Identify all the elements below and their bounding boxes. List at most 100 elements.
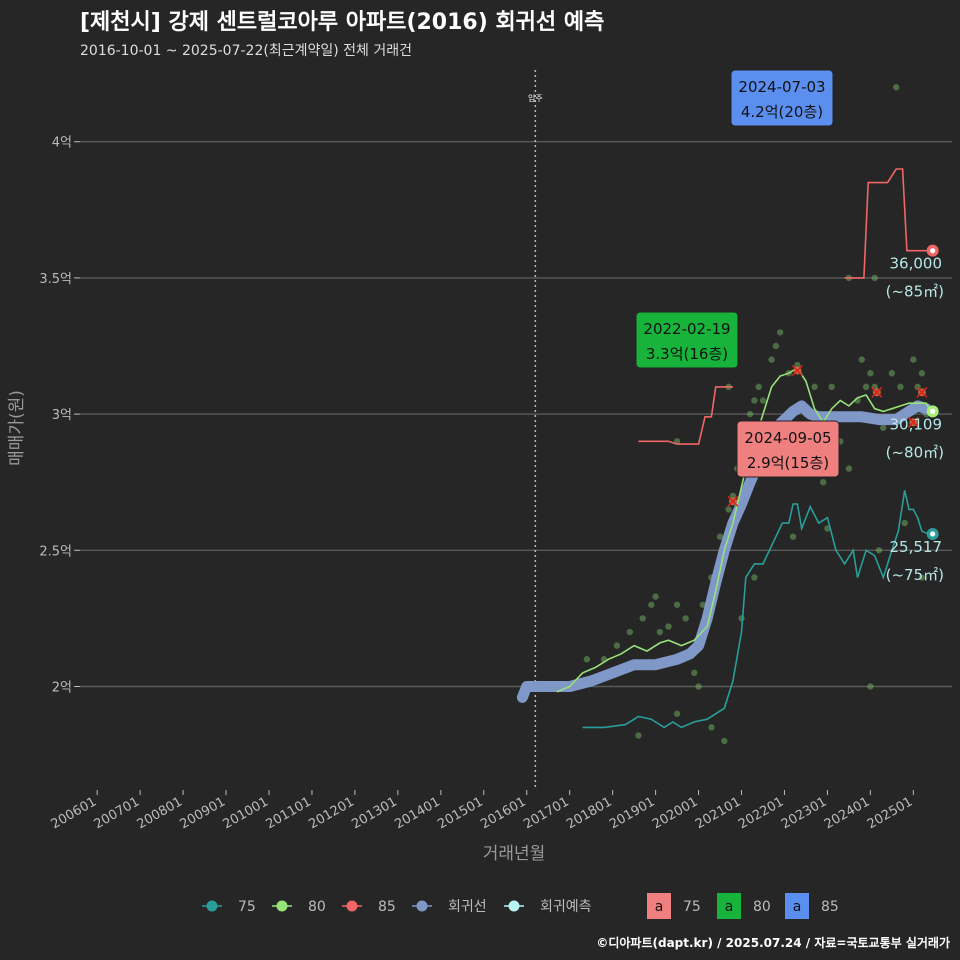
legend-box-label: 85	[821, 899, 839, 915]
scatter-point	[674, 711, 680, 717]
legend-box-75: a 75	[647, 893, 701, 919]
series-lines	[522, 169, 930, 727]
x-tick-label: 201101	[263, 794, 313, 832]
legend-label: 회귀예측	[540, 899, 592, 915]
legend-item-회귀선: 회귀선	[412, 899, 487, 915]
scatter-point	[773, 343, 779, 349]
annotation-date: 2024-07-03	[738, 78, 825, 96]
scatter-point	[768, 356, 774, 362]
scatter-point	[751, 397, 757, 403]
highlight-marker	[792, 366, 802, 376]
scatter-point	[867, 683, 873, 689]
y-axis-title: 매매가(원)	[7, 390, 27, 466]
end-label-value: 30,109	[890, 415, 943, 433]
legend-box-letter: a	[655, 899, 664, 915]
scatter-point	[790, 533, 796, 539]
x-tick-label: 201201	[306, 794, 356, 832]
y-tick-label: 2억	[52, 680, 72, 695]
end-label-area: (~85㎡)	[886, 283, 944, 301]
legend: 75 80 85 회귀선 회귀예측 a 75 a 80 a 85	[202, 893, 839, 919]
series-line-75	[583, 490, 929, 727]
x-tick-label: 200901	[178, 794, 228, 832]
scatter-point	[635, 732, 641, 738]
scatter-point	[614, 642, 620, 648]
x-tick-label: 200801	[135, 794, 185, 832]
scatter-point	[665, 623, 671, 629]
x-tick-label: 202401	[822, 794, 872, 832]
scatter-point	[751, 574, 757, 580]
scatter-point	[652, 593, 658, 599]
scatter-point	[627, 629, 633, 635]
y-tick-label: 3.5억	[39, 272, 72, 287]
x-tick-label: 202501	[865, 794, 915, 832]
x-tick-label: 200601	[49, 794, 99, 832]
y-tick-label: 4억	[52, 136, 72, 151]
x-tick-label: 201001	[221, 794, 271, 832]
scatter-point	[820, 479, 826, 485]
x-tick-label: 201401	[392, 794, 442, 832]
annotation-date: 2022-02-19	[643, 320, 730, 338]
scatter-point	[863, 384, 869, 390]
scatter-point	[657, 629, 663, 635]
scatter-point	[682, 615, 688, 621]
highlight-marker	[917, 387, 927, 397]
end-label-value: 36,000	[890, 255, 943, 273]
scatter-point	[738, 615, 744, 621]
x-axis-title: 거래년월	[483, 844, 546, 864]
annotation-price: 4.2억(20층)	[741, 103, 823, 121]
legend-dot	[417, 901, 428, 912]
annotation-box: 2024-07-03 4.2억(20층)	[731, 70, 833, 126]
legend-box-label: 75	[683, 899, 701, 915]
legend-box-letter: a	[793, 899, 802, 915]
x-tick-label: 202201	[736, 794, 786, 832]
x-tick-label: 202001	[650, 794, 700, 832]
scatter-point	[640, 615, 646, 621]
scatter-point	[695, 683, 701, 689]
legend-dot	[207, 901, 218, 912]
scatter-point	[760, 397, 766, 403]
series-line-85	[638, 387, 733, 444]
scatter-point	[721, 738, 727, 744]
caption: ©디아파트(dapt.kr) / 2025.07.24 / 자료=국토교통부 실…	[596, 934, 950, 951]
scatter-point	[876, 547, 882, 553]
end-label-area: (~75㎡)	[886, 566, 944, 584]
scatter-point	[725, 506, 731, 512]
scatter-point	[871, 275, 877, 281]
legend-item-회귀예측: 회귀예측	[504, 899, 592, 915]
y-axis: 2억 2.5억 3억 3.5억 4억	[39, 136, 80, 696]
highlight-marker	[728, 496, 738, 506]
scatter-point	[859, 356, 865, 362]
legend-dot	[509, 901, 520, 912]
annotation-price: 3.3억(16층)	[646, 345, 728, 363]
end-point-core	[930, 531, 935, 536]
scatter-point	[846, 465, 852, 471]
legend-label: 85	[378, 899, 396, 915]
scatter-point	[811, 384, 817, 390]
end-point-core	[930, 409, 935, 414]
chart: 2억 2.5억 3억 3.5억 4억 2006012007012008012009012…	[0, 0, 960, 960]
scatter-point	[880, 425, 886, 431]
end-label-area: (~80㎡)	[886, 443, 944, 461]
scatter-point	[829, 384, 835, 390]
end-label-value: 25,517	[890, 538, 943, 556]
scatter-point	[867, 370, 873, 376]
scatter-point	[674, 602, 680, 608]
scatter-point	[910, 356, 916, 362]
scatter-point	[584, 656, 590, 662]
x-tick-label: 201501	[435, 794, 485, 832]
move-in-label: 입주	[528, 94, 543, 103]
scatter-point	[919, 370, 925, 376]
x-tick-label: 201801	[564, 794, 614, 832]
y-tick-label: 3억	[52, 408, 72, 423]
scatter-point	[691, 670, 697, 676]
x-tick-label: 201601	[478, 794, 528, 832]
scatter-point	[648, 602, 654, 608]
x-tick-label: 201901	[607, 794, 657, 832]
legend-label: 75	[238, 899, 256, 915]
x-axis: 2006012007012008012009012010012011012012…	[49, 790, 916, 832]
scatter-point	[777, 329, 783, 335]
scatter-point	[889, 370, 895, 376]
y-tick-label: 2.5억	[39, 544, 72, 559]
end-point-core	[930, 248, 935, 253]
legend-box-85: a 85	[785, 893, 839, 919]
